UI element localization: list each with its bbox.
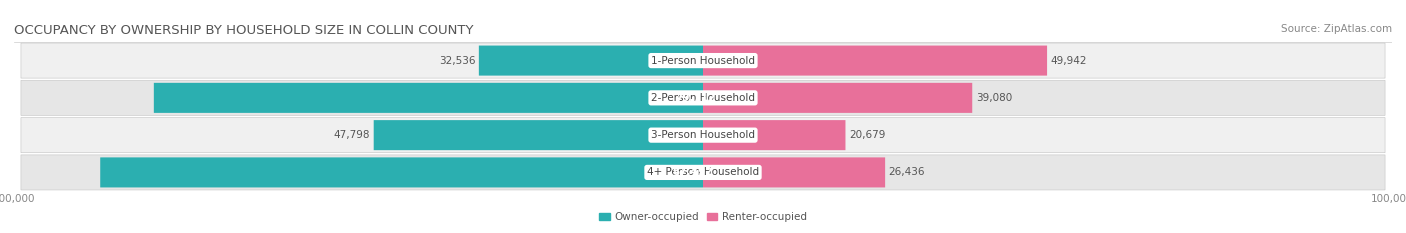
Text: 2-Person Household: 2-Person Household	[651, 93, 755, 103]
Text: 87,492: 87,492	[673, 168, 713, 177]
FancyBboxPatch shape	[703, 120, 845, 150]
FancyBboxPatch shape	[21, 118, 1385, 153]
FancyBboxPatch shape	[153, 83, 703, 113]
FancyBboxPatch shape	[479, 46, 703, 75]
FancyBboxPatch shape	[703, 158, 886, 187]
Text: 26,436: 26,436	[889, 168, 925, 177]
Text: 1-Person Household: 1-Person Household	[651, 56, 755, 65]
FancyBboxPatch shape	[21, 80, 1385, 115]
Text: 4+ Person Household: 4+ Person Household	[647, 168, 759, 177]
Text: 79,712: 79,712	[675, 93, 716, 103]
Text: 47,798: 47,798	[333, 130, 370, 140]
Text: OCCUPANCY BY OWNERSHIP BY HOUSEHOLD SIZE IN COLLIN COUNTY: OCCUPANCY BY OWNERSHIP BY HOUSEHOLD SIZE…	[14, 24, 474, 37]
Text: Source: ZipAtlas.com: Source: ZipAtlas.com	[1281, 24, 1392, 34]
FancyBboxPatch shape	[374, 120, 703, 150]
FancyBboxPatch shape	[21, 43, 1385, 78]
Text: 32,536: 32,536	[439, 56, 475, 65]
Text: 20,679: 20,679	[849, 130, 886, 140]
FancyBboxPatch shape	[100, 158, 703, 187]
Legend: Owner-occupied, Renter-occupied: Owner-occupied, Renter-occupied	[595, 208, 811, 226]
FancyBboxPatch shape	[21, 155, 1385, 190]
Text: 39,080: 39,080	[976, 93, 1012, 103]
FancyBboxPatch shape	[703, 83, 972, 113]
FancyBboxPatch shape	[703, 46, 1047, 75]
Text: 3-Person Household: 3-Person Household	[651, 130, 755, 140]
Text: 49,942: 49,942	[1050, 56, 1087, 65]
